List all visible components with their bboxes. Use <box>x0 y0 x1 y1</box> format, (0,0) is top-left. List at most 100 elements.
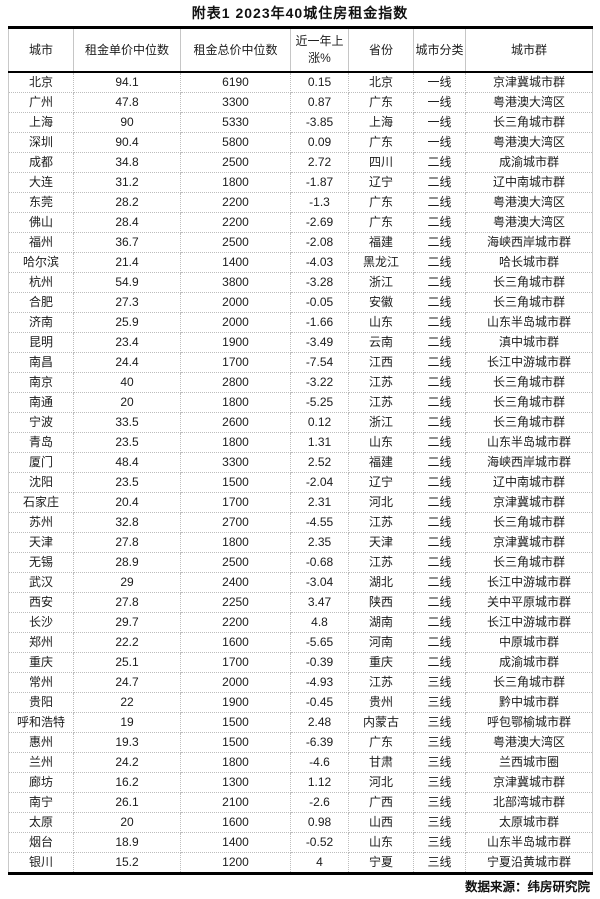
table-cell: 1400 <box>180 252 291 273</box>
table-cell: 4.8 <box>290 612 349 633</box>
table-cell: 苏州 <box>8 512 74 533</box>
table-cell: 0.87 <box>290 92 349 113</box>
table-cell: 0.98 <box>290 812 349 833</box>
table-cell: 2600 <box>180 412 291 433</box>
table-cell: 武汉 <box>8 572 74 593</box>
table-row: 成都 34.8 2500 2.72 四川 二线 成渝城市群 <box>8 152 593 173</box>
table-cell: 宁夏 <box>348 852 414 874</box>
table-cell: 山东半岛城市群 <box>465 312 593 333</box>
table-cell: 21.4 <box>73 252 181 273</box>
table-cell: 粤港澳大湾区 <box>465 192 593 213</box>
table-cell: 辽中南城市群 <box>465 172 593 193</box>
table-cell: 郑州 <box>8 632 74 653</box>
table-cell: 2100 <box>180 792 291 813</box>
table-cell: 广东 <box>348 192 414 213</box>
table-cell: 天津 <box>348 532 414 553</box>
table-cell: 2200 <box>180 212 291 233</box>
table-cell: 昆明 <box>8 332 74 353</box>
table-cell: 二线 <box>413 612 466 633</box>
table-cell: 47.8 <box>73 92 181 113</box>
table-cell: 山东 <box>348 312 414 333</box>
table-cell: 江苏 <box>348 512 414 533</box>
table-cell: 北京 <box>348 71 414 93</box>
table-cell: 长江中游城市群 <box>465 612 593 633</box>
table-cell: 长三角城市群 <box>465 372 593 393</box>
table-cell: 24.7 <box>73 672 181 693</box>
table-cell: 23.5 <box>73 432 181 453</box>
table-cell: 16.2 <box>73 772 181 793</box>
table-cell: 云南 <box>348 332 414 353</box>
table-cell: 陕西 <box>348 592 414 613</box>
table-cell: 1800 <box>180 532 291 553</box>
table-cell: 1800 <box>180 752 291 773</box>
table-cell: 长沙 <box>8 612 74 633</box>
table-row: 南京 40 2800 -3.22 江苏 二线 长三角城市群 <box>8 372 593 393</box>
table-title: 附表1 2023年40城住房租金指数 <box>191 5 409 21</box>
table-cell: 二线 <box>413 192 466 213</box>
table-cell: 三线 <box>413 712 466 733</box>
table-cell: 长三角城市群 <box>465 112 593 133</box>
table-cell: 深圳 <box>8 132 74 153</box>
table-cell: 22 <box>73 692 181 713</box>
table-cell: 上海 <box>348 112 414 133</box>
table-row: 南宁 26.1 2100 -2.6 广西 三线 北部湾城市群 <box>8 792 593 813</box>
table-cell: 杭州 <box>8 272 74 293</box>
table-cell: 2700 <box>180 512 291 533</box>
table-cell: 重庆 <box>8 652 74 673</box>
table-cell: 33.5 <box>73 412 181 433</box>
table-cell: 一线 <box>413 132 466 153</box>
table-cell: -4.55 <box>290 512 349 533</box>
table-cell: 1.31 <box>290 432 349 453</box>
table-cell: -1.3 <box>290 192 349 213</box>
table-cell: 90 <box>73 112 181 133</box>
table-cell: 二线 <box>413 572 466 593</box>
table-cell: 15.2 <box>73 852 181 874</box>
table-cell: 34.8 <box>73 152 181 173</box>
table-cell: 天津 <box>8 532 74 553</box>
table-row: 呼和浩特 19 1500 2.48 内蒙古 三线 呼包鄂榆城市群 <box>8 712 593 733</box>
table-cell: 南通 <box>8 392 74 413</box>
table-cell: 1800 <box>180 172 291 193</box>
table-cell: 京津冀城市群 <box>465 71 593 93</box>
table-cell: 长江中游城市群 <box>465 572 593 593</box>
table-cell: 太原 <box>8 812 74 833</box>
table-cell: 18.9 <box>73 832 181 853</box>
table-cell: 广东 <box>348 212 414 233</box>
table-cell: 山东 <box>348 832 414 853</box>
table-cell: 3300 <box>180 452 291 473</box>
table-cell: 福建 <box>348 232 414 253</box>
table-cell: 福州 <box>8 232 74 253</box>
table-cell: 三线 <box>413 692 466 713</box>
table-cell: 二线 <box>413 272 466 293</box>
table-cell: 1300 <box>180 772 291 793</box>
table-cell: -5.25 <box>290 392 349 413</box>
table-cell: 三线 <box>413 732 466 753</box>
table-cell: 长三角城市群 <box>465 292 593 313</box>
table-cell: 二线 <box>413 392 466 413</box>
table-cell: 20 <box>73 812 181 833</box>
table-cell: 二线 <box>413 472 466 493</box>
table-cell: -0.39 <box>290 652 349 673</box>
table-cell: 上海 <box>8 112 74 133</box>
table-cell: 2.35 <box>290 532 349 553</box>
table-cell: -3.85 <box>290 112 349 133</box>
table-cell: -2.08 <box>290 232 349 253</box>
column-header-0: 城市 <box>8 27 74 73</box>
table-cell: -2.69 <box>290 212 349 233</box>
table-cell: 广东 <box>348 92 414 113</box>
table-row: 杭州 54.9 3800 -3.28 浙江 二线 长三角城市群 <box>8 272 593 293</box>
table-cell: 1500 <box>180 712 291 733</box>
table-row: 深圳 90.4 5800 0.09 广东 一线 粤港澳大湾区 <box>8 132 593 153</box>
table-cell: -1.66 <box>290 312 349 333</box>
table-cell: 24.2 <box>73 752 181 773</box>
table-cell: 北部湾城市群 <box>465 792 593 813</box>
table-cell: 重庆 <box>348 652 414 673</box>
table-row: 银川 15.2 1200 4 宁夏 三线 宁夏沿黄城市群 <box>8 852 593 874</box>
table-cell: 2000 <box>180 672 291 693</box>
table-cell: 惠州 <box>8 732 74 753</box>
table-cell: 5800 <box>180 132 291 153</box>
table-cell: 江西 <box>348 352 414 373</box>
table-cell: 三线 <box>413 792 466 813</box>
table-row: 贵阳 22 1900 -0.45 贵州 三线 黔中城市群 <box>8 692 593 713</box>
table-cell: 36.7 <box>73 232 181 253</box>
